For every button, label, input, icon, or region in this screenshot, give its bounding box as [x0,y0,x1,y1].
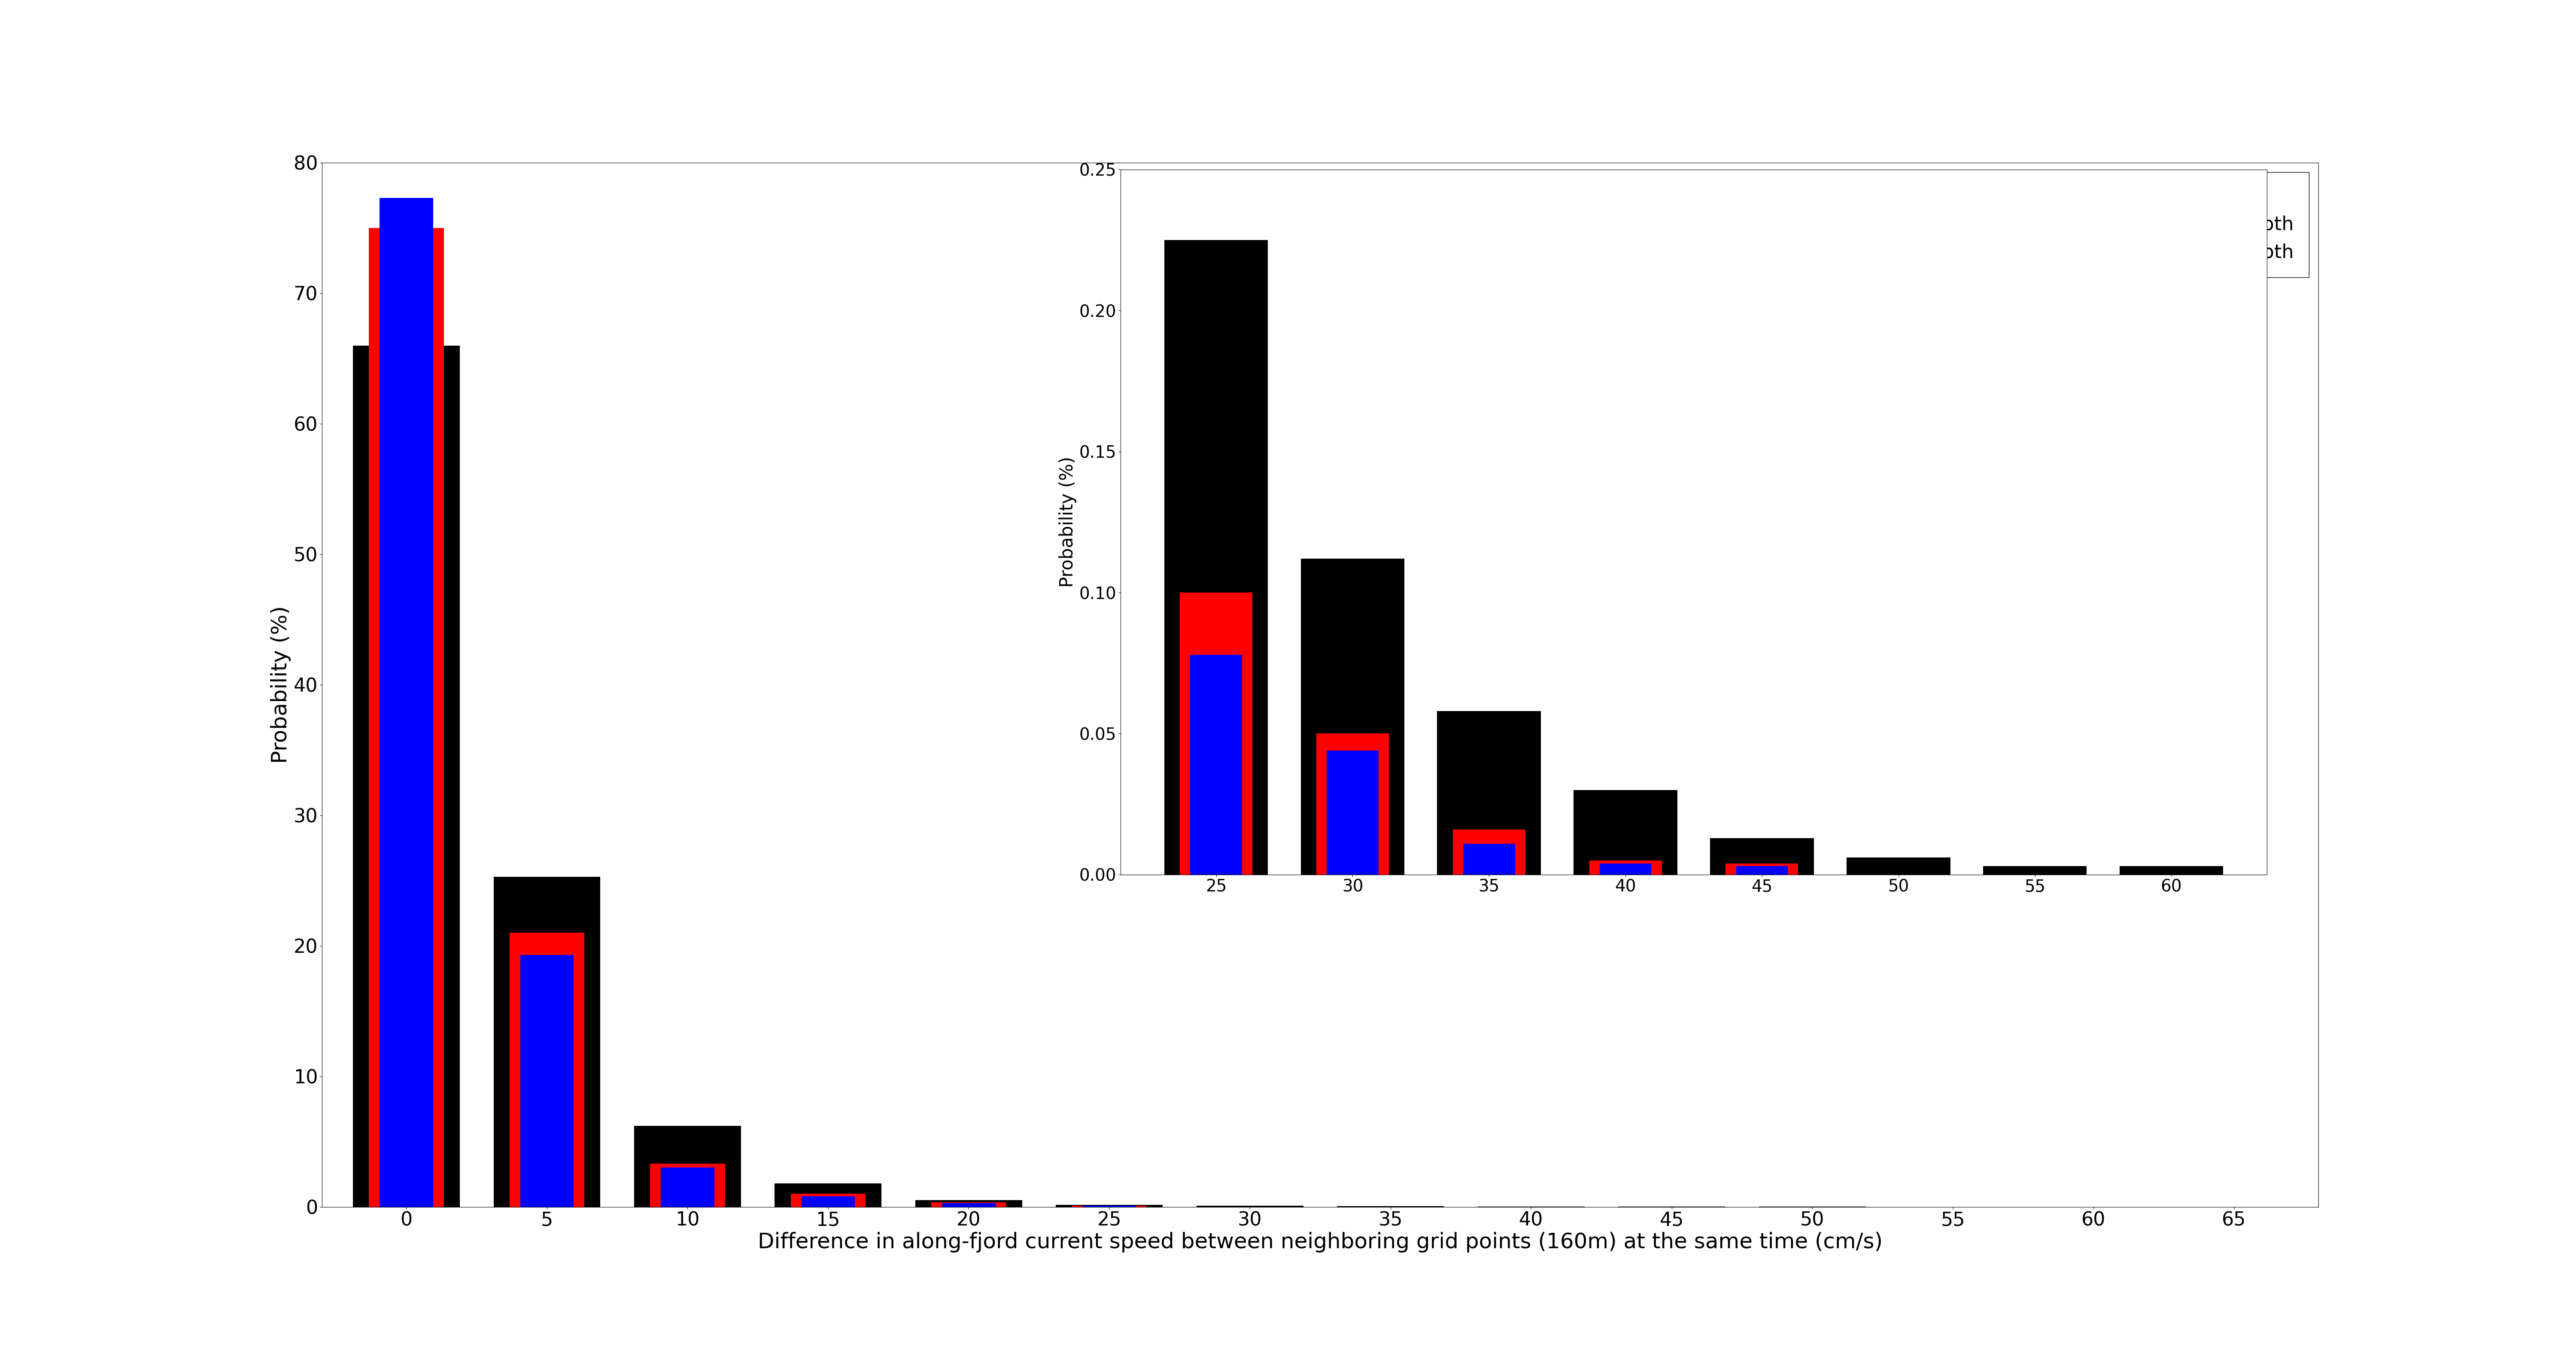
Bar [1056,1205,1162,1207]
Bar [1574,791,1677,875]
Bar [1327,750,1378,875]
Bar [520,955,574,1207]
Y-axis label: Probability (%): Probability (%) [270,606,291,763]
Bar [791,1193,866,1207]
Bar [353,346,459,1207]
Bar [775,1184,881,1207]
Bar [649,1163,724,1207]
Bar [914,1200,1023,1207]
Bar [1164,240,1267,875]
Bar [1847,858,1950,875]
Bar [1180,593,1252,875]
Bar [1710,838,1814,875]
Bar [368,228,443,1207]
Bar [634,1125,742,1207]
Bar [1316,734,1388,875]
Bar [379,198,433,1207]
Bar [1726,864,1798,875]
Bar [1190,655,1242,875]
Bar [1463,843,1515,875]
Bar [933,1203,1007,1207]
Bar [1984,866,2087,875]
Bar [1600,864,1651,875]
Bar [1589,861,1662,875]
X-axis label: Difference in along-fjord current speed between neighboring grid points (160m) a: Difference in along-fjord current speed … [757,1231,1883,1253]
Bar [1437,711,1540,875]
Y-axis label: Probability (%): Probability (%) [1059,457,1077,587]
Bar [495,876,600,1207]
Bar [1453,830,1525,875]
Bar [2120,866,2223,875]
Bar [662,1168,714,1207]
Bar [1301,559,1404,875]
Bar [943,1203,994,1207]
Bar [510,933,585,1207]
Legend: Surface, 10m depth, 20m depth: Surface, 10m depth, 20m depth [2120,172,2308,277]
Bar [801,1196,855,1207]
Bar [1736,866,1788,875]
